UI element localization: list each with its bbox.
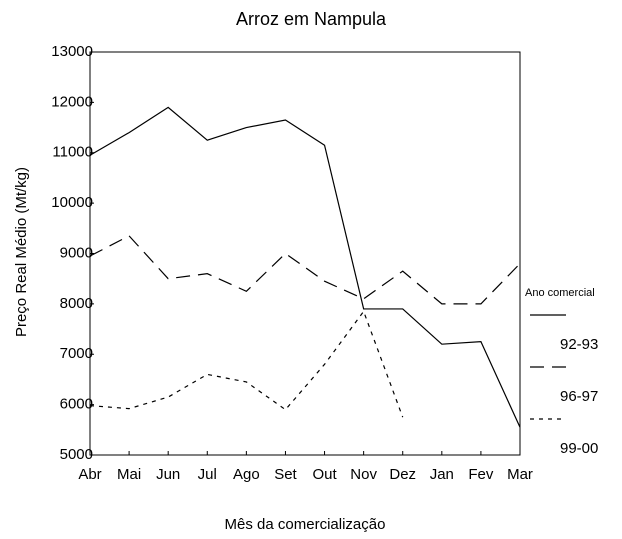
legend-label: 99-00 <box>560 440 598 457</box>
y-tick-label: 6000 <box>60 396 93 413</box>
x-tick-label: Mai <box>117 466 141 483</box>
y-tick-label: 12000 <box>51 93 93 110</box>
x-tick-label: Ago <box>233 466 260 483</box>
series-line <box>89 310 404 418</box>
x-tick-label: Mar <box>507 466 533 483</box>
series-line <box>89 235 521 305</box>
x-axis-label: Mês da comercialização <box>225 516 386 533</box>
x-tick-label: Nov <box>350 466 377 483</box>
y-tick-label: 9000 <box>60 244 93 261</box>
series-line <box>89 106 521 428</box>
y-tick-label: 5000 <box>60 446 93 463</box>
x-tick-label: Fev <box>468 466 494 483</box>
x-tick-label: Set <box>274 466 297 483</box>
legend-title: Ano comercial <box>525 287 595 299</box>
y-tick-label: 8000 <box>60 295 93 312</box>
x-tick-label: Abr <box>78 466 101 483</box>
y-tick-label: 11000 <box>52 144 93 161</box>
y-tick-label: 10000 <box>51 194 93 211</box>
chart-title: Arroz em Nampula <box>236 9 387 29</box>
y-axis-label: Preço Real Médio (Mt/kg) <box>13 167 30 337</box>
y-tick-label: 7000 <box>60 345 93 362</box>
plot-frame <box>89 51 521 456</box>
x-tick-label: Jan <box>430 466 454 483</box>
y-tick-label: 13000 <box>51 43 93 60</box>
legend-label: 92-93 <box>560 336 598 353</box>
x-tick-label: Jun <box>156 466 180 483</box>
x-tick-label: Out <box>312 466 337 483</box>
legend-label: 96-97 <box>560 388 598 405</box>
x-tick-label: Dez <box>389 466 416 483</box>
x-tick-label: Jul <box>198 466 217 483</box>
